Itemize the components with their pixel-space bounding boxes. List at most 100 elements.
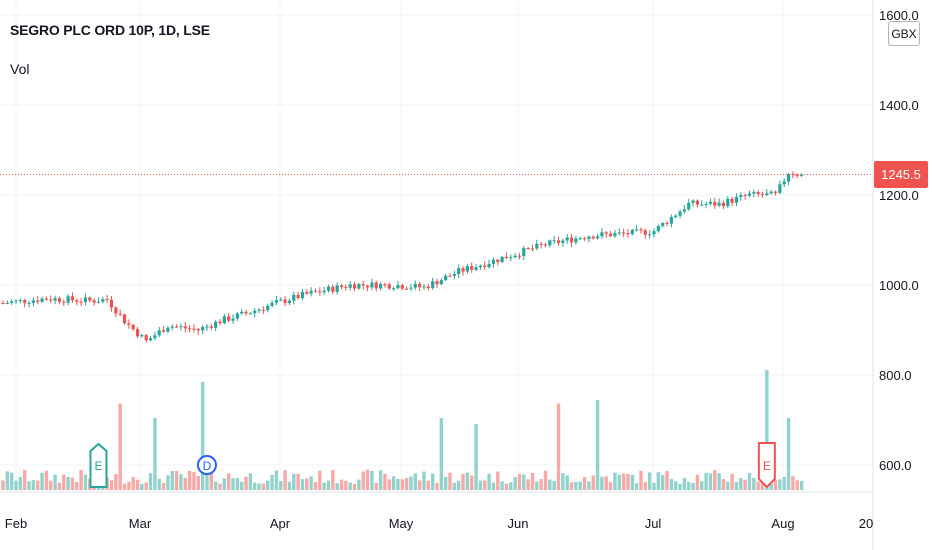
volume-bar (682, 478, 687, 490)
candle-body (669, 217, 673, 224)
candle-body (270, 302, 274, 306)
dividend-marker[interactable]: D (196, 455, 217, 475)
candle-body (114, 307, 118, 314)
volume-bar (222, 478, 227, 490)
candle-body (1, 303, 5, 304)
candle-body (626, 233, 630, 235)
candle-body (504, 256, 509, 259)
candle-body (574, 238, 578, 243)
currency-button[interactable]: GBX (888, 21, 920, 46)
volume-bar (140, 483, 144, 490)
earnings-marker[interactable]: E (757, 442, 776, 489)
volume-bar (79, 470, 83, 490)
volume-bar (747, 472, 752, 490)
volume-bar (357, 479, 361, 490)
volume-indicator-label[interactable]: Vol (10, 61, 30, 77)
volume-bar (305, 478, 309, 490)
candle-body (682, 209, 686, 212)
volume-bar (279, 480, 283, 490)
candle-body (509, 257, 513, 259)
volume-bar (634, 483, 639, 490)
candle-body (279, 299, 283, 301)
volume-bar (591, 475, 595, 490)
candle-body (261, 309, 265, 311)
volume-bar (23, 470, 27, 490)
candle-body (457, 268, 461, 274)
candle-body (240, 311, 244, 314)
candle-body (752, 191, 756, 194)
volume-bar (352, 483, 357, 490)
volume-bar (62, 474, 66, 490)
volume-bar (309, 476, 313, 490)
candle-body (604, 232, 608, 234)
candle-body (127, 323, 131, 325)
candle-body (717, 202, 721, 206)
volume-bar (40, 472, 44, 490)
candle-body (396, 285, 400, 289)
candle-body (713, 201, 717, 206)
volume-bar (708, 473, 713, 490)
candle-body (418, 283, 422, 288)
candle-body (157, 330, 161, 336)
price-axis[interactable]: 1600.0 1400.0 1200.0 1000.0 800.0 600.0 (879, 8, 919, 473)
x-tick-label: Mar (129, 516, 152, 531)
volume-bar (166, 475, 170, 490)
last-price-label: 1245.5 (874, 161, 928, 188)
volume-bar (235, 477, 240, 490)
volume-bar (261, 483, 266, 490)
time-axis[interactable]: Feb Mar Apr May Jun Jul Aug 20 (5, 516, 873, 531)
volume-bar (135, 479, 140, 490)
volume-bar (378, 470, 383, 490)
candle-body (782, 181, 786, 185)
volume-bar (543, 470, 548, 490)
volume-bar (647, 472, 652, 490)
candle-body (166, 327, 170, 332)
volume-bar (548, 479, 552, 490)
volume-bar (491, 482, 496, 490)
candle-body (201, 327, 205, 331)
candle-body (413, 283, 417, 288)
candle-body (535, 243, 539, 249)
candle-body (318, 291, 322, 293)
volume-bar (782, 476, 786, 490)
volume-bar (114, 473, 118, 490)
earnings-marker[interactable]: E (89, 442, 108, 488)
candle-body (313, 290, 318, 292)
candle-body (339, 285, 344, 288)
candlesticks (1, 171, 804, 343)
candle-body (530, 248, 535, 250)
volume-bar (196, 476, 200, 490)
volume-bar (700, 481, 704, 490)
candle-body (361, 284, 365, 286)
candle-body (622, 232, 626, 234)
candle-body (383, 284, 387, 286)
volume-bar (457, 480, 461, 490)
volume-bar (192, 472, 196, 490)
volume-bar (131, 476, 135, 490)
volume-bar (530, 472, 535, 490)
candle-body (49, 299, 53, 301)
volume-bar (339, 479, 344, 490)
candle-body (209, 326, 213, 328)
candle-body (743, 195, 747, 197)
volume-bar (283, 470, 287, 490)
volume-bar (183, 478, 187, 490)
candle-body (175, 326, 179, 328)
volume-bar (483, 480, 487, 490)
volume-bar (487, 473, 491, 490)
candle-body (5, 302, 9, 304)
volume-bar (187, 470, 192, 490)
candle-body (83, 297, 88, 302)
volume-bar (739, 477, 743, 490)
candle-body (643, 230, 647, 235)
candle-body (439, 280, 443, 285)
volume-bar (522, 474, 526, 490)
candle-body (135, 329, 140, 337)
candle-body (331, 286, 335, 292)
candle-body (153, 335, 157, 339)
volume-bar (443, 476, 448, 490)
candle-body (44, 298, 48, 300)
volume-bar (778, 479, 782, 490)
